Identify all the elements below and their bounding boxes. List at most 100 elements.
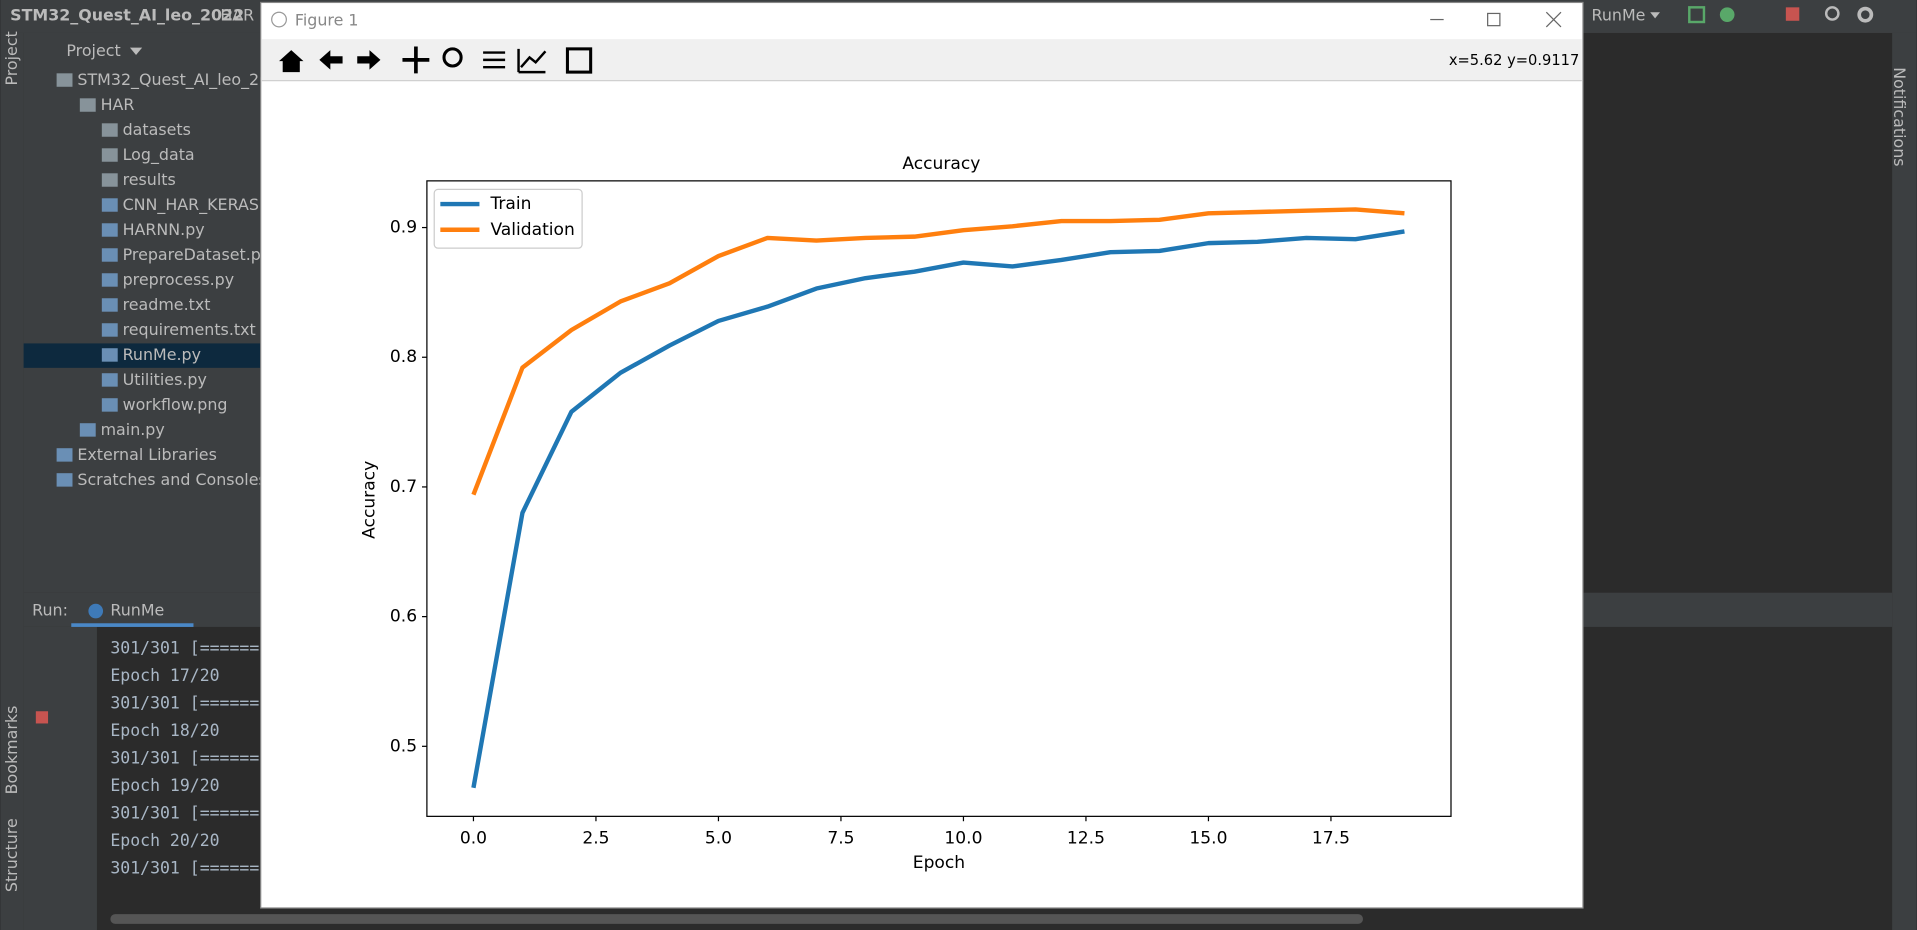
maximize-button[interactable] [1487,12,1501,27]
tree-item[interactable]: STM32_Quest_AI_leo_2022 [77,70,289,90]
tree-item[interactable]: PrepareDataset.py [123,245,271,264]
project-panel [23,32,269,593]
legend-label: Validation [490,220,574,240]
tree-item[interactable]: datasets [123,120,191,139]
tree-icon[interactable] [101,248,118,262]
tree-icon[interactable] [101,173,118,187]
tree-icon[interactable] [79,98,96,112]
tree-icon[interactable] [79,423,96,437]
chart: Accuracy Epoch Accuracy 0.5 0.6 0.7 0.8 0.9 0… [359,154,1452,873]
side-tab[interactable]: Project [2,31,21,85]
tree-item[interactable]: Utilities.py [123,370,207,389]
legend-label: Train [489,194,531,214]
search-icon[interactable] [1824,6,1840,21]
tree-item[interactable]: main.py [101,420,165,439]
tree-icon[interactable] [101,223,118,237]
console-line: Epoch 17/20 [110,666,219,685]
y-tick-label: 0.8 [390,347,417,367]
tree-icon[interactable] [56,73,73,87]
run-label: Run: [32,601,68,620]
tree-icon[interactable] [101,123,118,137]
tree-item[interactable]: preprocess.py [123,270,235,289]
tree-item[interactable]: CNN_HAR_KERAS.ipy [123,195,288,215]
settings-icon[interactable] [1857,6,1874,23]
save-button[interactable] [565,47,593,74]
window-title: Figure 1 [295,10,359,29]
console-line: 301/301 [====== [110,748,259,767]
tree-item[interactable]: External Libraries [77,445,216,464]
debug-icon[interactable] [1719,7,1735,22]
tree-icon[interactable] [101,198,118,212]
tree-icon[interactable] [101,398,118,412]
stop-icon[interactable] [35,711,49,724]
close-button[interactable] [1545,11,1562,28]
series-line [471,207,1405,496]
console-line: Epoch 20/20 [110,831,219,850]
y-tick-label: 0.6 [390,607,417,627]
tree-item[interactable]: HARNN.py [123,220,205,239]
console-line: 301/301 [====== [110,858,259,877]
tree-item[interactable]: HAR [101,95,135,114]
y-tick-label: 0.7 [390,477,417,497]
x-axis-label: Epoch [913,853,965,873]
pan-button[interactable] [402,46,430,74]
tree-item[interactable]: Scratches and Consoles [77,470,266,489]
run-tab[interactable]: RunMe [110,601,164,620]
window-icon [271,11,287,28]
tree-item[interactable]: readme.txt [123,295,211,314]
console: 301/301 [====== Epoch 17/20 301/301 [=====… [110,638,259,877]
side-tab[interactable]: Structure [2,818,21,892]
project-tree: STM32_Quest_AI_leo_2022 HAR datasets Log_da… [56,70,289,489]
tree-icon[interactable] [101,323,118,337]
figure-window [260,1,1584,909]
x-tick-label: 2.5 [582,828,609,848]
tree-icon[interactable] [101,373,118,387]
tree-item[interactable]: RunMe.py [123,345,201,364]
tree-icon[interactable] [101,148,118,162]
tree-item[interactable]: workflow.png [123,395,228,414]
tree-icon[interactable] [101,348,118,362]
subplots-button[interactable] [483,51,506,69]
dropdown-arrow[interactable] [1650,12,1660,19]
tree-item[interactable]: Log_data [123,145,195,165]
breadcrumb[interactable]: HAR [220,5,254,24]
right-strip [1892,32,1917,930]
customize-button[interactable] [517,48,547,74]
tree-icon[interactable] [56,473,73,487]
tree-icon[interactable] [56,448,73,462]
tree-item[interactable]: requirements.txt [123,320,256,339]
console-line: Epoch 19/20 [110,776,219,795]
tree-item[interactable]: results [123,170,176,189]
side-tab[interactable]: Notifications [1890,67,1909,166]
forward-button[interactable] [357,50,381,70]
scrollbar [110,914,1364,924]
dropdown-arrow[interactable] [129,47,143,55]
zoom-button[interactable] [442,47,463,68]
stop-icon[interactable] [1785,7,1800,21]
cursor-coords: x=5.62 y=0.9117 [1449,52,1579,69]
chart-title: Accuracy [902,154,980,174]
run-config[interactable]: RunMe [1592,5,1646,24]
x-tick-label: 10.0 [944,828,982,848]
tree-icon[interactable] [101,273,118,287]
y-tick-label: 0.5 [390,736,417,756]
figure-toolbar [261,39,1582,81]
series-line [471,229,1405,789]
project-name: STM32_Quest_AI_leo_2022 [10,5,244,24]
home-button[interactable] [279,50,304,73]
y-tick-label: 0.9 [390,218,417,238]
side-tab[interactable]: Bookmarks [2,706,21,795]
x-tick-label: 15.0 [1189,828,1227,848]
tree-icon[interactable] [101,298,118,312]
console-line: Epoch 18/20 [110,721,219,740]
rerun-icon[interactable] [1688,6,1706,24]
left-strip [0,32,24,930]
x-tick-label: 7.5 [827,828,854,848]
x-tick-label: 17.5 [1312,828,1350,848]
axes-frame [426,180,1452,817]
run-toolbar [23,626,97,930]
back-button[interactable] [319,50,343,70]
project-tab[interactable]: Project [66,41,120,60]
